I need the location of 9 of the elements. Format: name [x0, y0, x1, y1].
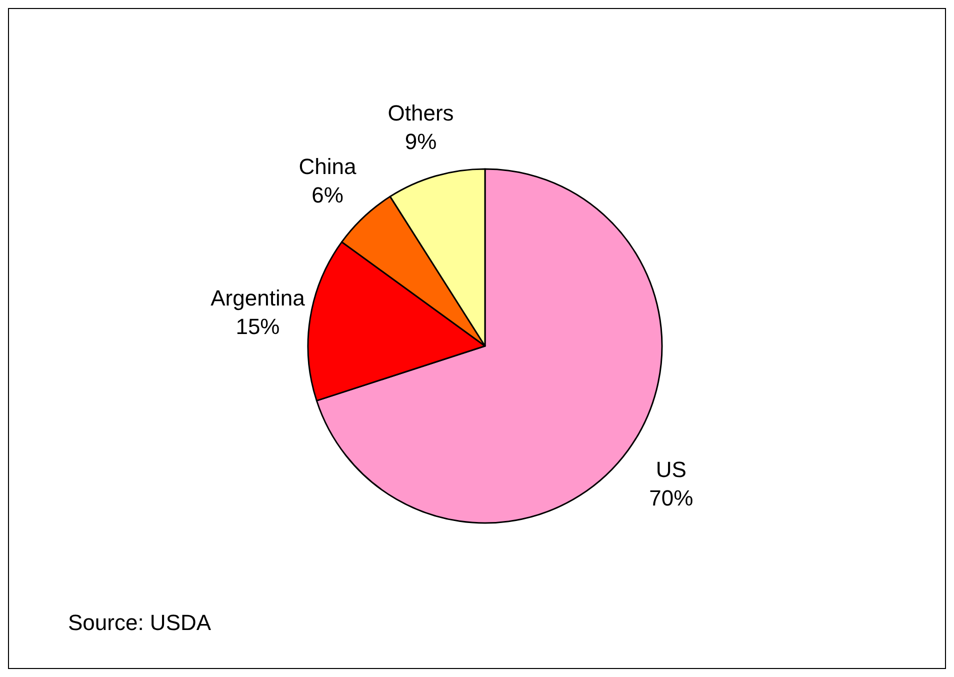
data-label: 70% — [649, 485, 694, 510]
data-label: 15% — [236, 314, 280, 340]
data-label: 9% — [404, 129, 437, 154]
slice-label: China — [298, 154, 357, 179]
slice-label: Others — [388, 100, 454, 126]
data-label: 6% — [312, 182, 344, 208]
source-note: Source: USDA — [68, 610, 212, 635]
slice-label: Argentina — [210, 286, 306, 311]
slice-label: US — [656, 456, 686, 482]
